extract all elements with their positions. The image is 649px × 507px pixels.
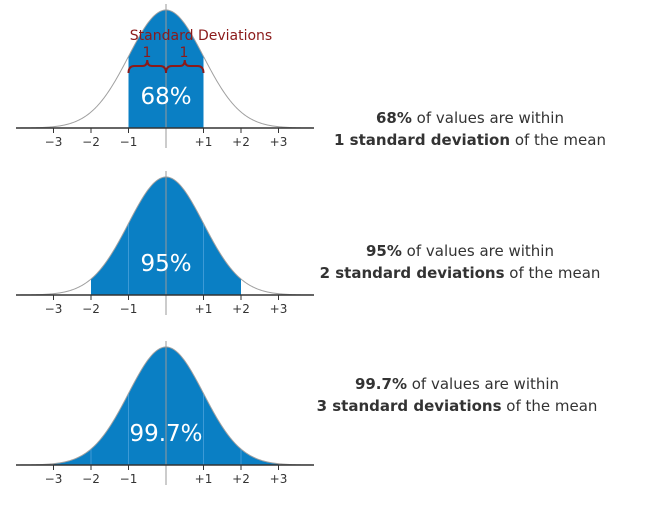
- panel-1-tick-label: −1: [120, 135, 138, 149]
- caption-68: 68% of values are within 1 standard devi…: [300, 107, 640, 151]
- panel-2-bell-curve: [16, 176, 314, 296]
- panel-3-tick-label: +3: [270, 472, 288, 486]
- annotation-right-brace: [165, 59, 205, 74]
- panel-3-tick-label: +1: [195, 472, 213, 486]
- annotation-title: Standard Deviations: [130, 28, 272, 44]
- caption-997-text-2: of the mean: [501, 397, 598, 415]
- panel-2-tick-label: −1: [120, 302, 138, 316]
- panel-2-tick-label: +1: [195, 302, 213, 316]
- caption-95: 95% of values are within 2 standard devi…: [290, 240, 630, 284]
- panel-1-tick-label: −3: [45, 135, 63, 149]
- panel-3-tick-label: −3: [45, 472, 63, 486]
- caption-68-text-1: of values are within: [411, 109, 564, 127]
- caption-68-text-2: of the mean: [510, 131, 606, 149]
- panel-3-tick-label: −2: [82, 472, 100, 486]
- panel-1-bell-curve: [16, 9, 314, 129]
- caption-95-text-1: of values are within: [401, 242, 554, 260]
- panel-3-tick-label: −1: [120, 472, 138, 486]
- panel-3-percent-label: 99.7%: [129, 421, 202, 447]
- caption-95-text-2: of the mean: [504, 264, 601, 282]
- panel-1-percent-label: 68%: [140, 84, 191, 110]
- caption-68-bold-2: 1 standard deviation: [334, 131, 511, 149]
- annotation-left-one: 1: [143, 45, 152, 61]
- caption-997-text-1: of values are within: [406, 375, 560, 393]
- panel-2-tick-label: −3: [45, 302, 63, 316]
- panel-1-tick-label: +1: [195, 135, 213, 149]
- caption-997-bold-1: 99.7%: [354, 375, 407, 393]
- panel-1-tick-label: +2: [232, 135, 250, 149]
- panel-2-tick-label: +3: [270, 302, 288, 316]
- caption-95-bold-1: 95%: [366, 242, 402, 260]
- panel-3-tick-label: +2: [232, 472, 250, 486]
- panel-2-tick-label: −2: [82, 302, 100, 316]
- panel-2-percent-label: 95%: [140, 251, 191, 277]
- annotation-left-brace: [127, 59, 167, 74]
- caption-68-bold-1: 68%: [376, 109, 412, 127]
- panel-2-tick-label: +2: [232, 302, 250, 316]
- panel-1-tick-label: +3: [270, 135, 288, 149]
- panel-3-bell-curve: [16, 346, 314, 466]
- annotation-right-one: 1: [180, 45, 189, 61]
- caption-997-bold-2: 3 standard deviations: [316, 397, 502, 415]
- caption-997: 99.7% of values are within 3 standard de…: [287, 373, 627, 417]
- caption-95-bold-2: 2 standard deviations: [319, 264, 505, 282]
- panel-1-tick-label: −2: [82, 135, 100, 149]
